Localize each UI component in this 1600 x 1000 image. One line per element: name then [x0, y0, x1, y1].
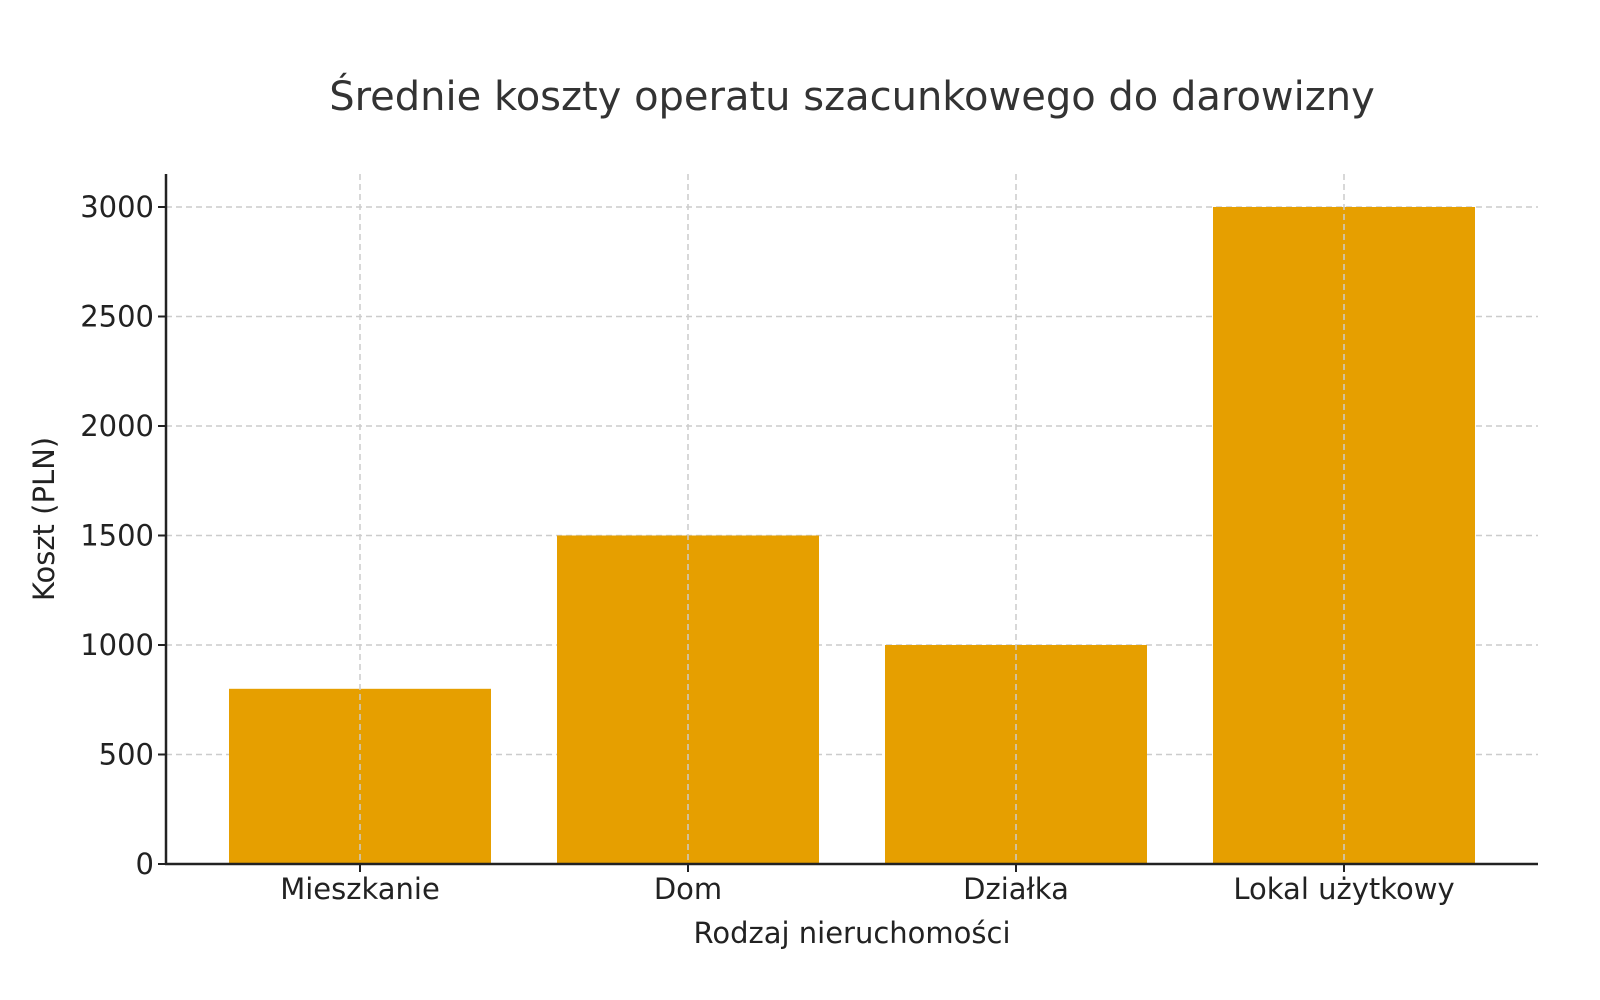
- y-tick-label: 2000: [80, 409, 154, 443]
- axes: [164, 174, 1538, 866]
- chart-title: Średnie koszty operatu szacunkowego do d…: [329, 74, 1375, 120]
- x-tick-label: Działka: [963, 872, 1069, 906]
- y-axis-label: Koszt (PLN): [27, 437, 61, 601]
- y-tick-label: 2500: [80, 300, 154, 334]
- vertical-grid-lines: [359, 174, 1345, 864]
- y-tick-label: 500: [99, 738, 154, 772]
- x-axis-ticks: Mieszkanie Dom Działka Lokal użytkowy: [280, 864, 1455, 906]
- y-tick-label: 0: [136, 847, 154, 881]
- x-tick-label: Mieszkanie: [280, 872, 440, 906]
- x-axis-label: Rodzaj nieruchomości: [693, 916, 1010, 950]
- x-tick-label: Dom: [654, 872, 722, 906]
- y-tick-label: 3000: [80, 190, 154, 224]
- y-axis-ticks: 0 500 1000 1500 2000 2500 3000: [80, 190, 166, 881]
- y-tick-label: 1500: [80, 519, 154, 553]
- y-tick-label: 1000: [80, 628, 154, 662]
- x-tick-label: Lokal użytkowy: [1233, 872, 1454, 906]
